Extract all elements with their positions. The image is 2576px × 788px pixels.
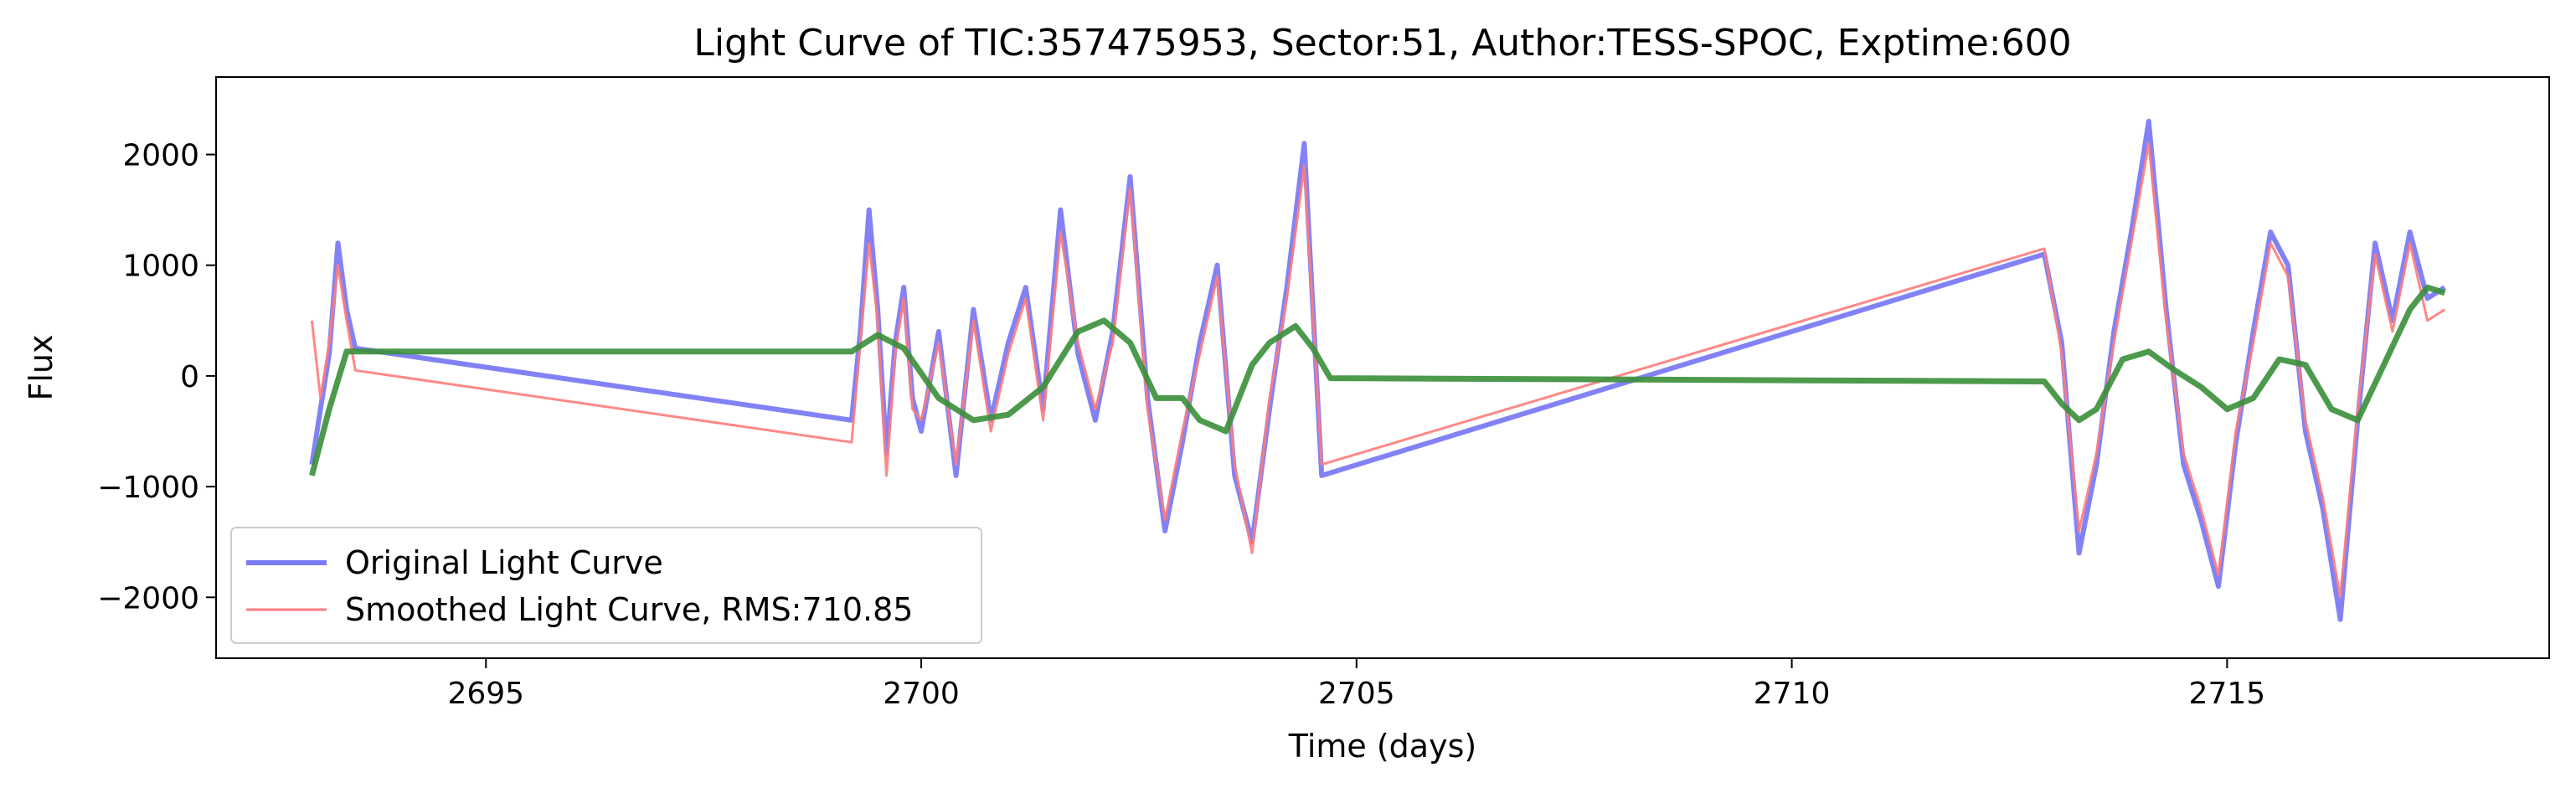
x-tick-label: 2715 <box>2189 677 2266 711</box>
x-axis-label: Time (days) <box>1288 728 1476 765</box>
y-tick-label: −2000 <box>97 581 199 615</box>
legend: Original Light Curve Smoothed Light Curv… <box>230 527 982 644</box>
trend-line <box>309 284 2446 476</box>
x-axis: 2695 2700 2705 2710 2715 <box>447 658 2265 711</box>
y-axis-label: Flux <box>23 335 59 401</box>
y-tick-label: 1000 <box>122 250 199 284</box>
x-tick-label: 2705 <box>1318 677 1395 711</box>
plot-lines <box>309 118 2446 622</box>
y-tick-label: 0 <box>180 360 199 394</box>
y-axis: −2000 −1000 0 1000 2000 <box>97 139 216 615</box>
y-tick-label: 2000 <box>122 139 199 173</box>
smoothed-light-curve-line <box>310 142 2446 599</box>
legend-label-smoothed: Smoothed Light Curve, RMS:710.85 <box>345 591 913 628</box>
legend-label-original: Original Light Curve <box>345 544 663 581</box>
y-tick-label: −1000 <box>97 471 199 505</box>
legend-box <box>230 527 982 644</box>
x-tick-label: 2710 <box>1754 677 1831 711</box>
original-light-curve-line <box>309 118 2446 622</box>
chart-title: Light Curve of TIC:357475953, Sector:51,… <box>693 22 2071 64</box>
x-tick-label: 2700 <box>883 677 960 711</box>
x-tick-label: 2695 <box>447 677 524 711</box>
plot-frame <box>215 76 2550 659</box>
